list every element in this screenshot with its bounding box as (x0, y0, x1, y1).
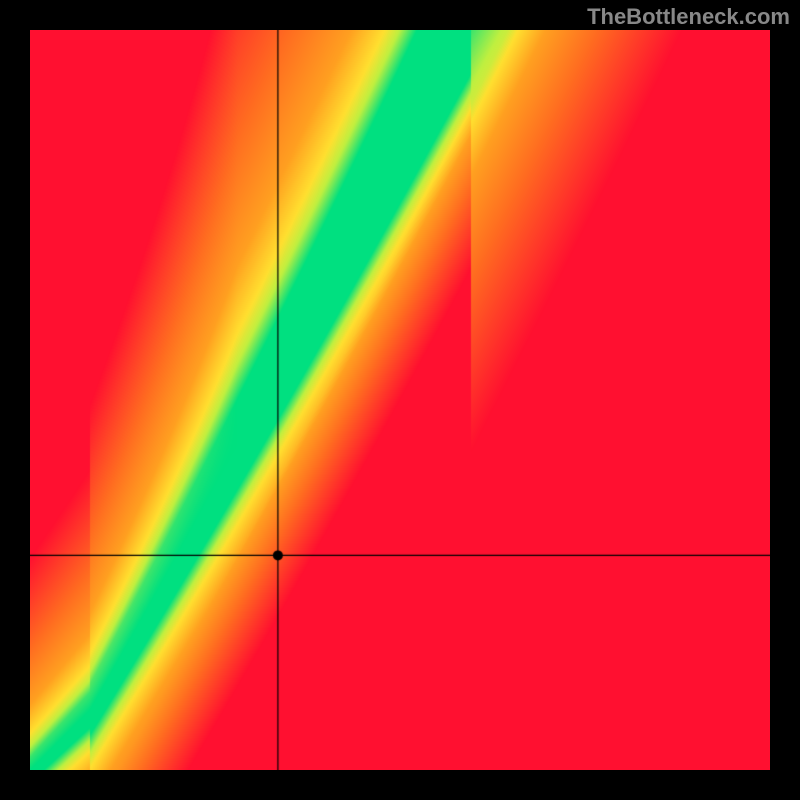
heatmap-canvas (30, 30, 770, 770)
watermark-text: TheBottleneck.com (587, 4, 790, 30)
chart-container: TheBottleneck.com (0, 0, 800, 800)
heatmap-plot-area (30, 30, 770, 770)
